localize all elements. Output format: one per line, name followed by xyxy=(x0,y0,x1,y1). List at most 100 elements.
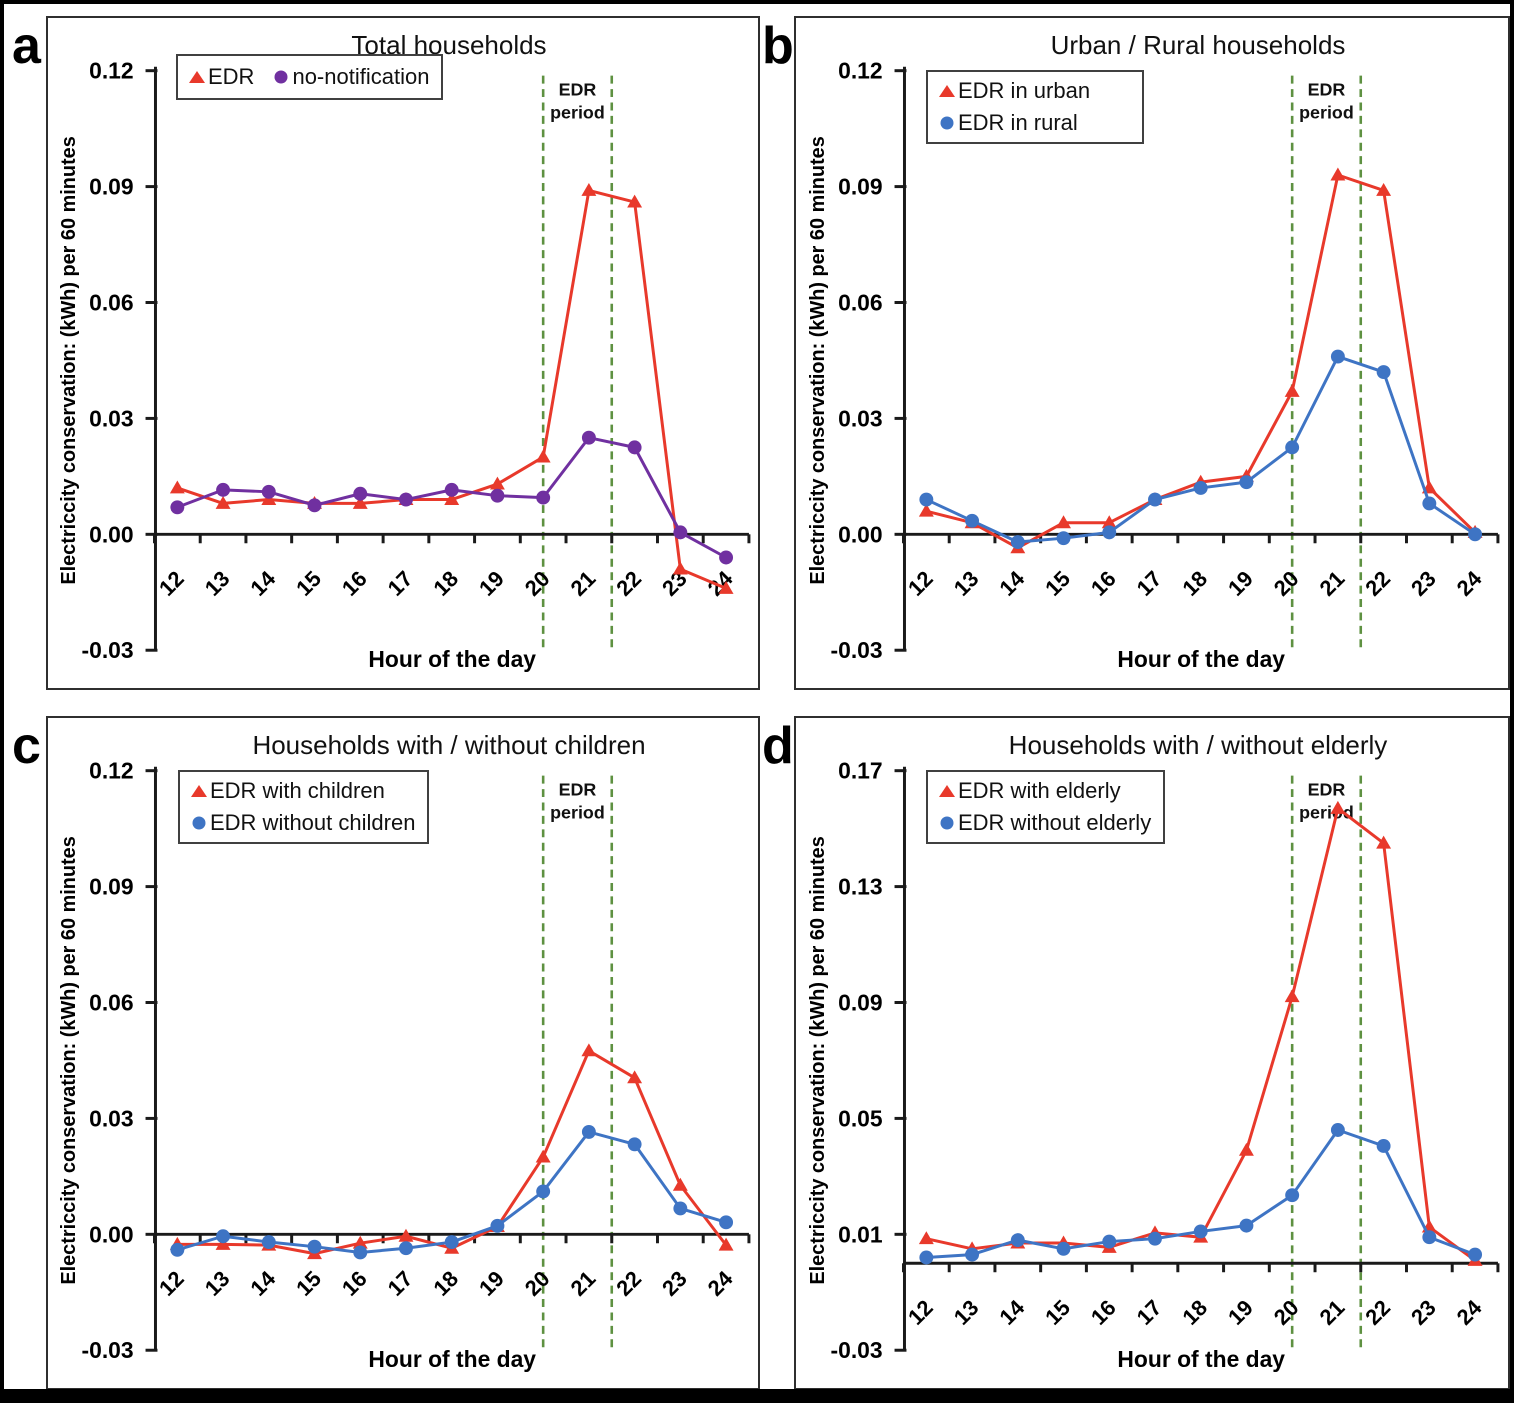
data-point-marker xyxy=(672,1177,688,1191)
svg-text:12: 12 xyxy=(154,1266,189,1301)
svg-text:21: 21 xyxy=(1314,1295,1349,1330)
data-point-marker xyxy=(169,480,185,494)
data-point-marker xyxy=(1468,1247,1483,1262)
svg-text:-0.03: -0.03 xyxy=(830,637,882,663)
svg-text:0.03: 0.03 xyxy=(89,1105,134,1131)
legend-label: EDR without children xyxy=(210,810,416,835)
data-point-marker xyxy=(170,1242,185,1257)
svg-text:0.06: 0.06 xyxy=(89,289,134,315)
data-point-marker xyxy=(399,1241,413,1256)
legend-item: EDR with elderly xyxy=(938,778,1151,804)
legend-item: EDR without children xyxy=(190,810,415,836)
svg-text:13: 13 xyxy=(949,1295,984,1330)
data-point-marker xyxy=(718,1237,734,1251)
svg-text:18: 18 xyxy=(1177,566,1212,601)
legend-circle-marker-icon xyxy=(274,70,288,84)
svg-text:0.03: 0.03 xyxy=(838,405,883,431)
data-point-marker xyxy=(1330,1123,1345,1137)
y-axis: 0.12 0.09 0.06 0.03 0.00 -0.03 xyxy=(81,58,158,663)
edr-period-label: EDR xyxy=(559,780,597,800)
data-point-marker xyxy=(627,194,643,208)
svg-text:0.00: 0.00 xyxy=(89,1221,134,1247)
legend-triangle-marker-icon xyxy=(939,785,955,797)
series-edr xyxy=(169,183,734,594)
svg-text:20: 20 xyxy=(520,566,555,601)
svg-text:12: 12 xyxy=(903,566,938,601)
data-point-marker xyxy=(918,1231,934,1245)
x-axis-label: Hour of the day xyxy=(368,1346,536,1372)
svg-text:12: 12 xyxy=(903,1295,938,1330)
legend-circle-marker-icon xyxy=(192,816,206,830)
svg-text:17: 17 xyxy=(1132,1295,1167,1330)
svg-text:0.09: 0.09 xyxy=(89,174,134,200)
svg-text:15: 15 xyxy=(291,566,326,601)
y-axis: 0.12 0.09 0.06 0.03 0.00 -0.03 xyxy=(81,758,158,1363)
edr-period-label: EDR xyxy=(1308,80,1346,100)
data-point-marker xyxy=(535,449,551,463)
legend-triangle-marker-icon xyxy=(191,785,207,797)
x-axis: 12 13 14 15 16 17 18 19 20 21 22 23 24 xyxy=(901,532,1500,601)
chart-title: Households with / without elderly xyxy=(1008,730,1388,760)
y-axis-label: Electriccity conservation: (kWh) per 60 … xyxy=(58,136,80,584)
svg-text:17: 17 xyxy=(383,1266,418,1301)
svg-text:0.00: 0.00 xyxy=(89,521,134,547)
svg-text:0.06: 0.06 xyxy=(838,289,883,315)
svg-text:20: 20 xyxy=(1269,1295,1304,1330)
data-point-marker xyxy=(1193,480,1208,495)
data-point-marker xyxy=(398,1228,414,1242)
svg-text:18: 18 xyxy=(428,566,463,601)
data-point-marker xyxy=(1285,440,1300,455)
data-point-marker xyxy=(1148,492,1162,507)
x-axis: 12 13 14 15 16 17 18 19 20 21 22 23 24 xyxy=(901,1261,1500,1330)
data-point-marker xyxy=(1102,1234,1117,1249)
data-point-marker xyxy=(1010,535,1025,550)
svg-text:15: 15 xyxy=(1040,1295,1075,1330)
data-point-marker xyxy=(627,1137,642,1152)
series-edr-with-children xyxy=(169,1043,734,1260)
data-point-marker xyxy=(1422,496,1437,511)
svg-text:14: 14 xyxy=(245,565,280,600)
legend: EDR no-notification xyxy=(176,54,444,100)
svg-text:22: 22 xyxy=(1360,566,1395,601)
data-point-marker xyxy=(965,513,980,528)
data-point-marker xyxy=(1330,167,1346,181)
panel-letter: a xyxy=(12,17,41,75)
data-point-marker xyxy=(352,495,368,509)
data-point-marker xyxy=(1056,531,1071,546)
data-point-marker xyxy=(627,440,642,455)
data-point-marker xyxy=(216,482,231,497)
data-point-marker xyxy=(307,1239,322,1254)
svg-text:22: 22 xyxy=(1360,1295,1395,1330)
y-axis-label: Electriccity conservation: (kWh) per 60 … xyxy=(58,836,80,1284)
svg-text:17: 17 xyxy=(1132,566,1167,601)
svg-text:0.12: 0.12 xyxy=(89,758,134,784)
svg-text:14: 14 xyxy=(245,1265,280,1300)
svg-text:21: 21 xyxy=(1314,566,1349,601)
svg-text:22: 22 xyxy=(611,1266,646,1301)
svg-text:21: 21 xyxy=(565,1266,600,1301)
legend-item: EDR in rural xyxy=(938,110,1130,136)
svg-text:0.01: 0.01 xyxy=(838,1221,883,1247)
y-axis-label: Electriccity conservation: (kWh) per 60 … xyxy=(807,136,829,584)
panel-letter: b xyxy=(762,17,794,75)
data-point-marker xyxy=(1376,835,1392,849)
svg-text:13: 13 xyxy=(200,1266,235,1301)
svg-text:14: 14 xyxy=(994,565,1029,600)
data-point-marker xyxy=(918,503,934,517)
edr-period-label: EDR xyxy=(1308,780,1346,800)
svg-text:22: 22 xyxy=(611,566,646,601)
series-edr-without-elderly xyxy=(919,1123,1483,1265)
svg-text:14: 14 xyxy=(994,1294,1029,1329)
data-point-marker xyxy=(536,490,551,505)
figure-bottom-rule xyxy=(4,1389,1510,1399)
svg-text:0.09: 0.09 xyxy=(838,989,883,1015)
chart-panel-total-households: Total households EDR period 0.12 0.09 0.06 0.… xyxy=(46,16,760,690)
data-point-marker xyxy=(581,430,596,445)
svg-text:19: 19 xyxy=(1223,566,1258,601)
data-point-marker xyxy=(1284,383,1300,397)
data-point-marker xyxy=(307,498,322,513)
data-point-marker xyxy=(1330,349,1345,364)
